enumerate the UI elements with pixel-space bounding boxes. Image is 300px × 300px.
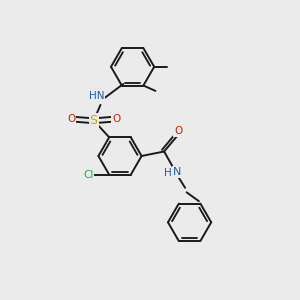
Text: H: H [164, 168, 172, 178]
Text: Cl: Cl [83, 170, 93, 180]
Text: O: O [112, 114, 120, 124]
Text: O: O [67, 114, 75, 124]
Text: N: N [172, 167, 181, 177]
Text: O: O [174, 126, 182, 136]
Text: S: S [90, 114, 98, 127]
Text: HN: HN [89, 91, 104, 101]
